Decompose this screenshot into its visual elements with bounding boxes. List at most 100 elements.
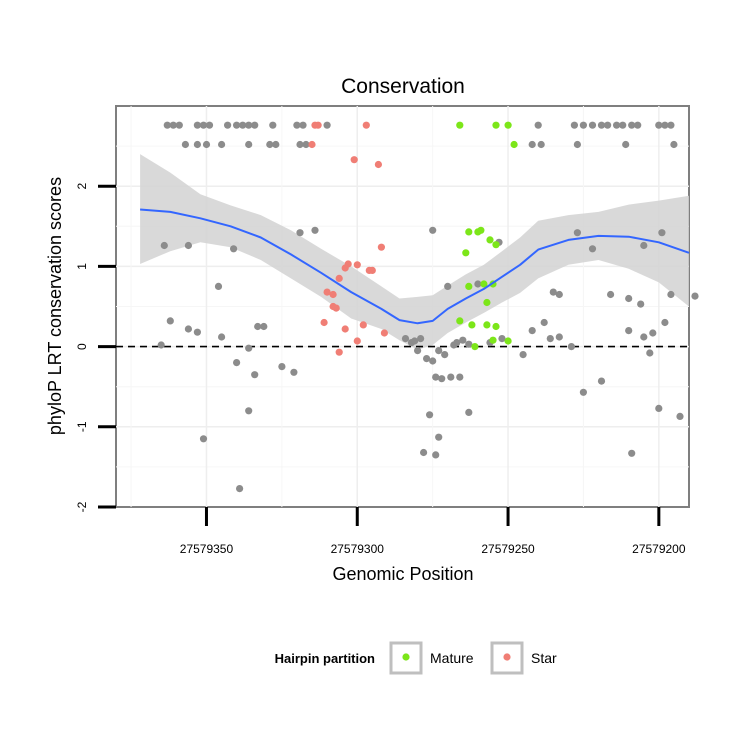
data-point-other xyxy=(537,140,545,149)
data-point-other xyxy=(540,318,548,327)
data-point-mature xyxy=(480,280,488,288)
legend-label-mature: Mature xyxy=(430,650,474,666)
data-point-other xyxy=(573,140,582,149)
x-tick-label: 27579350 xyxy=(180,542,234,556)
data-point-star xyxy=(323,288,331,296)
data-point-other xyxy=(417,335,425,343)
data-point-other xyxy=(269,121,277,129)
data-point-other xyxy=(597,121,606,129)
data-point-other xyxy=(646,349,654,357)
data-point-other xyxy=(166,317,174,325)
data-point-other xyxy=(426,411,434,419)
data-point-other xyxy=(290,368,298,376)
data-point-other xyxy=(456,373,464,381)
data-point-other xyxy=(202,140,211,149)
data-point-other xyxy=(579,121,588,129)
data-point-other xyxy=(181,140,189,149)
data-point-mature xyxy=(486,236,494,244)
data-point-star xyxy=(308,140,316,149)
data-point-mature xyxy=(504,121,512,129)
data-point-star xyxy=(350,156,358,164)
data-point-other xyxy=(260,322,268,331)
data-point-star xyxy=(380,329,388,337)
data-point-other xyxy=(205,121,214,129)
data-point-other xyxy=(670,140,678,149)
data-point-other xyxy=(245,140,253,149)
smooth-curve xyxy=(140,208,690,325)
data-point-other xyxy=(218,140,226,149)
data-point-other xyxy=(661,121,669,129)
data-point-other xyxy=(254,322,262,331)
data-point-other xyxy=(555,333,563,341)
data-point-star xyxy=(329,290,337,299)
data-point-other xyxy=(613,121,621,129)
data-point-other xyxy=(667,290,675,299)
data-point-other xyxy=(245,344,253,352)
data-point-other xyxy=(233,121,241,129)
data-point-other xyxy=(625,327,633,335)
data-point-other xyxy=(465,340,473,348)
y-tick-label: 2 xyxy=(75,183,89,190)
data-point-mature xyxy=(477,226,485,234)
data-point-other xyxy=(233,359,241,367)
data-point-other xyxy=(459,336,467,344)
data-point-star xyxy=(359,321,367,329)
x-tick-label: 27579300 xyxy=(331,542,385,556)
y-axis: -2 -1 0 1 2 xyxy=(75,183,116,512)
data-point-other xyxy=(224,121,232,129)
data-point-other xyxy=(175,121,183,129)
data-point-other xyxy=(199,121,208,129)
data-point-other xyxy=(230,245,238,253)
data-point-other xyxy=(546,335,554,343)
data-point-other xyxy=(423,355,431,363)
grid-lines xyxy=(116,106,689,507)
data-point-other xyxy=(534,121,542,129)
data-point-other xyxy=(414,347,422,355)
data-point-other xyxy=(453,339,461,347)
data-point-other xyxy=(622,140,630,149)
data-point-other xyxy=(435,347,443,355)
data-point-other xyxy=(432,373,440,381)
data-point-other xyxy=(549,288,557,296)
data-point-other xyxy=(573,229,582,237)
data-point-other xyxy=(441,351,449,359)
data-point-other xyxy=(474,280,482,288)
data-point-other xyxy=(444,282,452,290)
data-point-other xyxy=(236,485,244,493)
data-point-other xyxy=(239,121,247,129)
data-point-mature xyxy=(483,298,491,307)
data-point-other xyxy=(420,448,428,457)
data-point-other xyxy=(323,121,331,129)
x-tick-label: 27579250 xyxy=(481,542,535,556)
data-point-mature xyxy=(456,121,464,129)
data-point-other xyxy=(625,294,633,303)
data-point-other xyxy=(528,327,536,335)
legend-label-star: Star xyxy=(531,650,557,666)
data-point-other xyxy=(245,121,253,129)
data-point-other xyxy=(266,140,274,149)
data-point-star xyxy=(341,325,349,333)
x-axis: 27579350 27579300 27579250 27579200 xyxy=(180,507,686,556)
data-point-other xyxy=(160,241,168,250)
data-point-other xyxy=(465,408,473,416)
data-point-other xyxy=(555,290,563,299)
confidence-band-area xyxy=(140,154,690,350)
data-point-other xyxy=(435,433,443,441)
data-point-other xyxy=(296,140,304,149)
data-point-star xyxy=(353,261,361,269)
data-point-mature xyxy=(462,249,470,257)
data-point-other xyxy=(193,328,201,336)
data-points xyxy=(157,121,699,493)
data-point-star xyxy=(374,160,382,169)
data-point-mature xyxy=(510,140,518,149)
data-point-other xyxy=(661,318,669,327)
data-point-other xyxy=(628,121,636,129)
data-point-other xyxy=(311,226,319,234)
data-point-star xyxy=(332,304,340,312)
data-point-other xyxy=(251,371,259,379)
data-point-other xyxy=(184,325,192,333)
data-point-star xyxy=(320,318,328,327)
data-point-other xyxy=(193,121,201,129)
data-point-other xyxy=(498,335,506,343)
data-point-mature xyxy=(492,121,500,129)
